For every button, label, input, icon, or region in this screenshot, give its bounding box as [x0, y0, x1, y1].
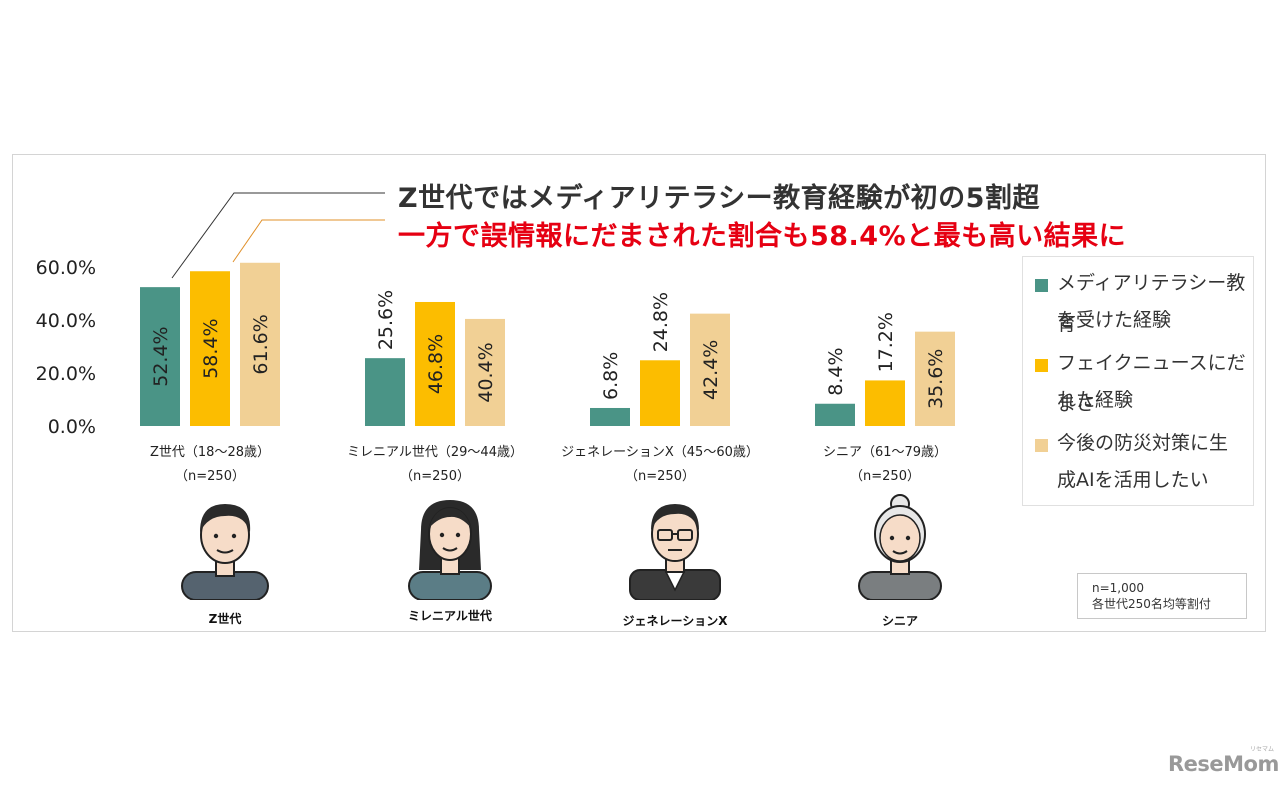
legend-label: フェイクニュースにだまさ: [1057, 352, 1246, 415]
headline-connector-line-1: [171, 192, 385, 279]
x-category-n-label: （n=250）: [850, 469, 920, 484]
woman-icon: [408, 500, 492, 600]
x-category-label: ミレニアル世代（29～44歳）: [347, 445, 523, 460]
person-label-gen-z: Z世代: [208, 612, 242, 626]
y-tick-label: 0.0%: [48, 416, 96, 438]
bar: [640, 360, 680, 426]
headline-line-2: 一方で誤情報にだまされた割合も58.4%と最も高い結果に: [398, 221, 1127, 252]
bar-value-label: 35.6%: [925, 349, 947, 409]
bar: [365, 358, 405, 426]
bar: [690, 313, 730, 426]
bar: [815, 403, 855, 426]
x-category-n-label: （n=250）: [625, 469, 695, 484]
headline-connector-line-2: [232, 219, 385, 263]
bar: [465, 318, 505, 426]
chart-legend: メディアリテラシー教育 を受けた経験 フェイクニュースにだまさ れた経験 今後の…: [1022, 256, 1254, 506]
note-line-2: 各世代250名均等割付: [1092, 597, 1211, 611]
x-category-n-label: （n=250）: [175, 469, 245, 484]
resemom-logo-small: リセマム: [1250, 746, 1275, 753]
bar-value-label: 40.4%: [475, 342, 497, 402]
legend-label: 成AIを活用したい: [1057, 469, 1209, 491]
young-man-icon: [181, 504, 269, 600]
y-tick-label: 60.0%: [36, 257, 96, 279]
bar-value-label: 46.8%: [425, 334, 447, 394]
bar: [140, 287, 180, 426]
senior-woman-icon: [858, 494, 942, 600]
bar-value-label: 58.4%: [200, 318, 222, 378]
note-line-1: n=1,000: [1092, 581, 1145, 595]
bar-value-label: 25.6%: [375, 290, 397, 350]
headline-line-1: Z世代ではメディアリテラシー教育経験が初の5割超: [398, 183, 1040, 214]
bar-value-label: 52.4%: [150, 326, 172, 386]
legend-swatch-beige: [1035, 439, 1048, 452]
x-category-label: ジェネレーションX（45～60歳）: [561, 445, 759, 460]
person-label-millennial: ミレニアル世代: [408, 609, 492, 623]
resemom-logo: ReseMom: [1168, 752, 1279, 776]
legend-swatch-yellow: [1035, 359, 1048, 372]
y-tick-label: 40.0%: [36, 310, 96, 332]
bar-value-label: 24.8%: [650, 292, 672, 352]
bar: [240, 262, 280, 426]
sample-note: n=1,000 各世代250名均等割付: [1077, 573, 1247, 619]
legend-swatch-teal: [1035, 279, 1048, 292]
bar-value-label: 6.8%: [600, 352, 622, 400]
bar: [915, 331, 955, 426]
legend-label: メディアリテラシー教育: [1057, 272, 1246, 335]
x-category-label: シニア（61～79歳）: [823, 445, 947, 460]
legend-label: れた経験: [1057, 389, 1134, 411]
x-category-label: Z世代（18～28歳）: [150, 445, 270, 460]
bar: [590, 407, 630, 426]
bar: [865, 380, 905, 426]
bar: [190, 271, 230, 426]
legend-label: を受けた経験: [1057, 309, 1172, 331]
y-tick-label: 20.0%: [36, 363, 96, 385]
person-label-senior: シニア: [881, 614, 919, 628]
x-category-n-label: （n=250）: [400, 469, 470, 484]
bar-value-label: 42.4%: [700, 340, 722, 400]
legend-label: 今後の防災対策に生: [1057, 432, 1229, 454]
middle-aged-man-icon: [629, 504, 721, 600]
bar-value-label: 61.6%: [250, 314, 272, 374]
bar: [415, 301, 455, 426]
bar-value-label: 8.4%: [825, 347, 847, 395]
person-label-gen-x: ジェネレーションX: [622, 614, 728, 628]
bar-value-label: 17.2%: [875, 312, 897, 372]
